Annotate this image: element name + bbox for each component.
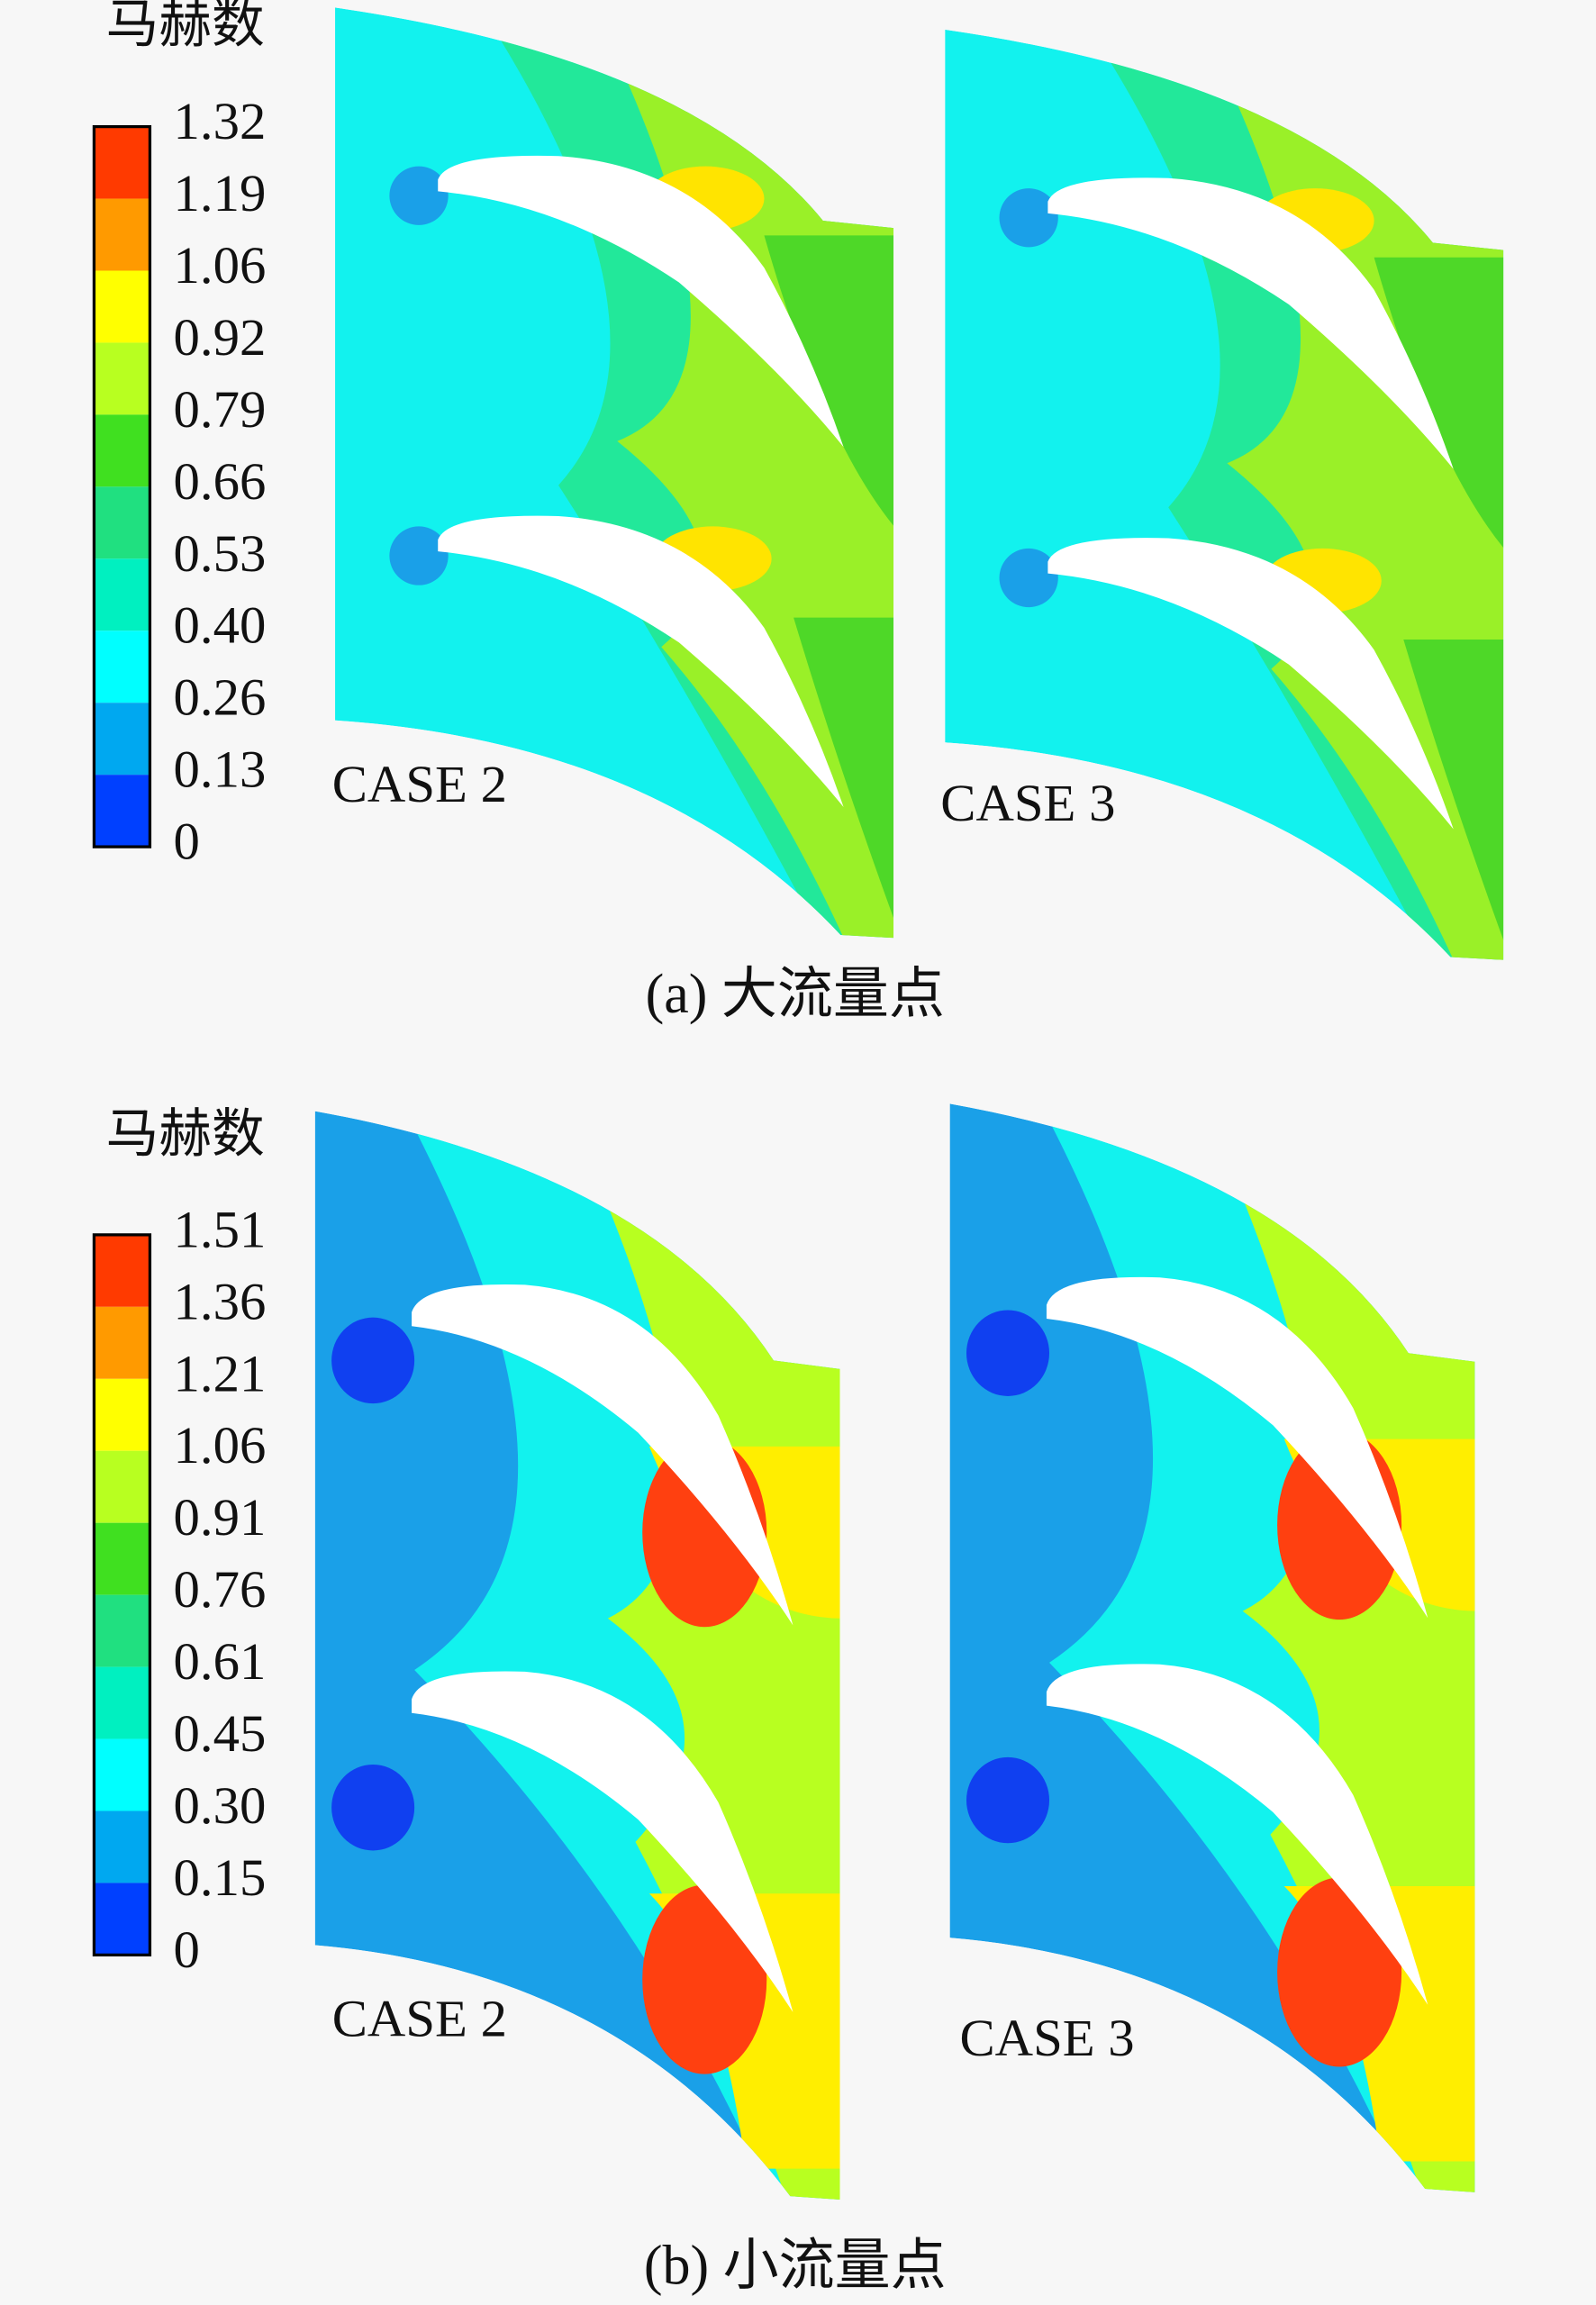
colorbar-frame: [92, 1233, 152, 1957]
plot-label: CASE 2: [332, 755, 507, 813]
colorbar-tick-label: 0.26: [174, 668, 267, 727]
colorbar-band: [94, 1666, 150, 1739]
plot-label: CASE 2: [332, 1990, 507, 2048]
colorbar-band: [94, 486, 150, 559]
colorbar-tick-label: 0: [174, 812, 200, 871]
colorbar-tick-label: 1.19: [174, 164, 267, 222]
colorbar-tick-label: 1.21: [174, 1344, 267, 1402]
colorbar-band: [94, 1883, 150, 1956]
colorbar-tick-label: 0.40: [174, 596, 267, 655]
colorbar-band: [94, 342, 150, 415]
colorbar-tick-label: 1.06: [174, 236, 267, 295]
colorbar-tick-label: 0.53: [174, 524, 267, 583]
colorbar-tick-label: 0: [174, 1920, 200, 1979]
colorbar-band: [94, 1810, 150, 1883]
colorbar-tick-label: 0.66: [174, 452, 267, 511]
colorbar-band: [94, 703, 150, 776]
colorbar-frame: [92, 124, 152, 848]
colorbar-band: [94, 1306, 150, 1379]
caption: (a) 大流量点: [646, 964, 945, 1025]
colorbar-tick-label: 0.92: [174, 308, 267, 367]
legend-title: 马赫数: [105, 1104, 264, 1163]
colorbar-tick-label: 1.51: [174, 1200, 267, 1258]
colorbar-band: [94, 631, 150, 703]
colorbar-tick-label: 0.91: [174, 1488, 267, 1547]
colorbar-tick-label: 0.45: [174, 1704, 267, 1763]
colorbar-band: [94, 414, 150, 487]
colorbar-tick-label: 1.32: [174, 92, 267, 150]
colorbar-band: [94, 775, 150, 848]
colorbar-tick-label: 0.15: [174, 1848, 267, 1907]
colorbar-tick-label: 0.79: [174, 380, 267, 439]
colorbar-band: [94, 1594, 150, 1667]
colorbar-tick-label: 1.06: [174, 1416, 267, 1475]
legend-title: 马赫数: [105, 0, 264, 53]
colorbar-band: [94, 1378, 150, 1451]
colorbar-tick-label: 0.13: [174, 740, 267, 799]
colorbar-band: [94, 1234, 150, 1307]
plot-label: CASE 3: [940, 774, 1115, 832]
colorbar-band: [94, 126, 150, 199]
caption: (b) 小流量点: [644, 2235, 947, 2296]
colorbar-band: [94, 198, 150, 271]
colorbar-tick-label: 1.36: [174, 1272, 267, 1330]
plot-label: CASE 3: [959, 2009, 1134, 2067]
colorbar-band: [94, 1738, 150, 1811]
colorbar-tick-label: 0.61: [174, 1632, 267, 1691]
colorbar-band: [94, 1450, 150, 1523]
colorbar-band: [94, 270, 150, 343]
colorbar-tick-label: 0.30: [174, 1776, 267, 1835]
colorbar-tick-label: 0.76: [174, 1560, 267, 1619]
colorbar-band: [94, 558, 150, 631]
colorbar-band: [94, 1522, 150, 1595]
